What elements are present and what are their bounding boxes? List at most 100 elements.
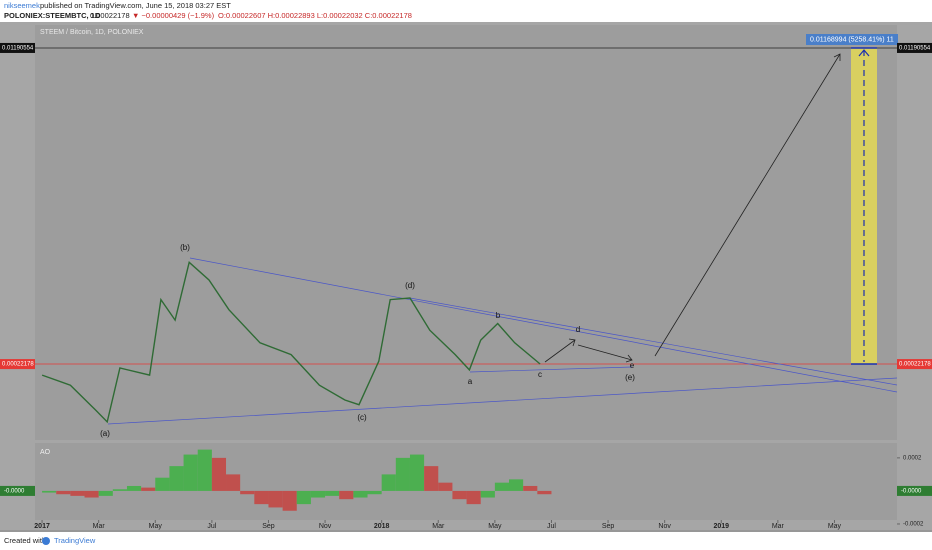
x-tick-label: Mar (93, 523, 106, 530)
ao-bar (98, 490, 113, 496)
arrow (654, 53, 841, 357)
ao-bar (381, 474, 396, 491)
ao-bar (339, 490, 354, 500)
x-tick-label: 2018 (374, 523, 390, 530)
ao-bar (509, 479, 524, 491)
y-tick-label: 0.01190554 (899, 46, 931, 52)
x-tick-label: Mar (432, 523, 445, 530)
ao-bar (226, 474, 241, 491)
change: ▼ −0.00000429 (−1.9%) (132, 11, 215, 20)
drawings (35, 47, 898, 425)
ao-bar (494, 482, 510, 491)
x-tick-label: May (149, 523, 163, 530)
header-bg (0, 0, 932, 22)
symbol: POLONIEX:STEEMBTC, 1D (4, 11, 101, 20)
wave-label: (d) (405, 281, 415, 290)
price-tag (897, 42, 932, 53)
ao-bar (155, 477, 170, 491)
y-tick-label: 0.00022178 (899, 362, 931, 368)
ao-bar (310, 490, 326, 498)
y-tick-label: 0.0002 (903, 455, 922, 461)
wave-label: (c) (357, 413, 367, 422)
arrow-head (568, 338, 576, 347)
published: published on TradingView.com, June 15, 2… (40, 1, 231, 10)
x-tick-label: May (488, 523, 502, 530)
x-tick-label: Jul (547, 523, 556, 530)
ao-tag (897, 485, 932, 496)
ao-bar (197, 449, 212, 491)
ao-bar (268, 490, 283, 508)
last-price: 0.00022178 (90, 11, 130, 20)
price-tag (897, 359, 932, 370)
author[interactable]: nikseemek (4, 1, 40, 10)
wave-label: (b) (180, 243, 190, 252)
target-arrow (858, 49, 870, 57)
wave-label: (e) (625, 373, 635, 382)
footer-brand[interactable]: TradingView (54, 536, 96, 545)
ao-bar (438, 482, 453, 491)
price-pane (35, 25, 897, 440)
arrow-head (625, 354, 633, 363)
y-tick-label: 0.00022178 (2, 362, 34, 368)
ao-bar (70, 490, 85, 496)
ao-bar (353, 490, 368, 498)
ao-bar (254, 490, 269, 505)
price-line (41, 261, 541, 424)
price-tag (0, 359, 35, 370)
target-label: 0.01168994 (5258.41%) 11 (810, 36, 894, 43)
footer-bg (0, 532, 932, 550)
footer-created: Created with (4, 536, 46, 545)
x-tick-label: 2017 (34, 523, 50, 530)
ao-bar (296, 490, 311, 505)
y-tick-label: -0.0002 (903, 522, 924, 528)
ao-bar (240, 490, 255, 495)
ao-bar (169, 466, 184, 491)
wave-label: a (468, 377, 473, 386)
wave-label: e (630, 361, 635, 370)
x-tick-label: Nov (658, 523, 671, 530)
ao-bar (523, 485, 538, 491)
ao-bar (466, 490, 481, 505)
x-tick-label: 2019 (713, 523, 729, 530)
wave-label: d (576, 325, 580, 334)
ao-bar (141, 487, 156, 491)
ao-bar (395, 457, 410, 491)
x-tick-label: Jul (207, 523, 216, 530)
ao-bar (84, 490, 99, 498)
ao-bar (409, 454, 425, 491)
x-tick-label: Mar (772, 523, 785, 530)
ao-tag (0, 485, 35, 496)
trendline (409, 297, 898, 386)
ao-bar (480, 490, 495, 498)
ao-bar (42, 490, 57, 493)
wave-label: (a) (100, 429, 110, 438)
y-tick-label: -0.0000 (4, 488, 25, 494)
trendline (189, 257, 898, 393)
price-tag (0, 42, 35, 53)
wave-label: b (496, 311, 501, 320)
x-tick-label: Sep (602, 523, 615, 530)
ao-bar (126, 485, 142, 491)
tv-logo (42, 537, 50, 545)
trendline (469, 366, 633, 373)
x-tick-label: Sep (262, 523, 275, 530)
ao-bar (211, 457, 227, 491)
arrow-head (833, 53, 841, 61)
y-tick-label: 0.01190554 (2, 46, 34, 52)
ao-bar (367, 490, 382, 495)
y-tick-label: -0.0000 (901, 488, 922, 494)
arrow (577, 344, 633, 361)
ohlc: O:0.00022607 H:0.00022893 L:0.00022032 C… (218, 11, 412, 20)
ao-bar (183, 454, 198, 491)
ao-bar (452, 490, 467, 500)
target-label-bg (806, 34, 898, 45)
ao-bar (424, 466, 439, 491)
ao-title: AO (40, 449, 51, 456)
ao-bar (282, 490, 297, 511)
chart-title: STEEM / Bitcoin, 1D, POLONIEX (40, 29, 144, 36)
trendline (107, 377, 898, 425)
arrow (544, 339, 576, 363)
x-tick-label: May (828, 523, 842, 530)
